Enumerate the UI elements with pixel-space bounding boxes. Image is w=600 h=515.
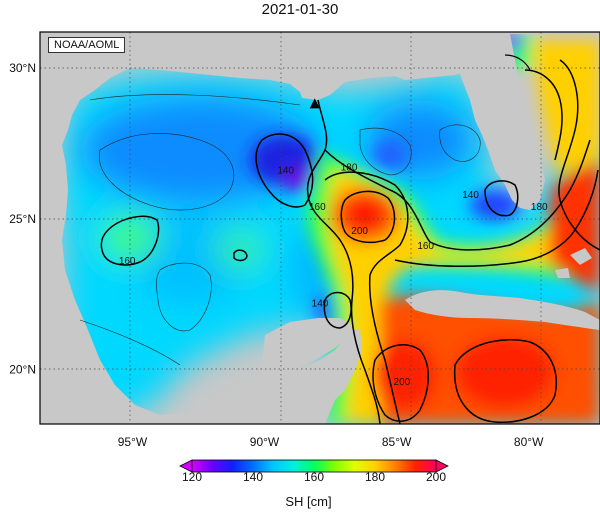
contour-label: 200 (351, 226, 368, 237)
contour-label: 160 (417, 241, 434, 252)
contour-200-carib-e (453, 339, 557, 424)
contour-140-fl (484, 180, 519, 217)
ocean-field (59, 32, 600, 424)
lon-tick-label: 85°W (382, 435, 412, 449)
contour-200-carib-w (372, 344, 429, 422)
land-island (515, 155, 530, 168)
map-area: 160 140 160 180 200 160 140 180 140 200 (40, 32, 600, 424)
contour-label: 160 (119, 256, 136, 267)
colorbar-tick-label: 200 (425, 470, 447, 484)
lat-tick-label: 25°N (9, 212, 36, 226)
land-mexico-west (40, 145, 255, 424)
colorbar-tick-label: 180 (364, 470, 386, 484)
contour-label: 180 (531, 202, 548, 213)
lon-tick-label: 90°W (250, 435, 280, 449)
lon-tick-label: 95°W (118, 435, 148, 449)
contour-140-loop (394, 169, 599, 267)
contour-160-west-eddy (100, 215, 160, 266)
land-yucatan-peninsula (260, 318, 352, 388)
lon-tick-label: 80°W (514, 435, 544, 449)
contour-180-atlantic (558, 59, 600, 251)
lat-tick-label: 20°N (9, 363, 36, 377)
contour-label: 140 (462, 190, 479, 201)
axis-ticks: 30°N 25°N 20°N 95°W 90°W 85°W 80°W (9, 61, 544, 449)
lat-tick-label: 30°N (9, 61, 36, 75)
credit-label: NOAA/AOML (48, 37, 126, 53)
contour-label: 160 (309, 202, 326, 213)
contour-160-small (233, 249, 248, 262)
contour-180 (324, 171, 409, 424)
colorbar-tick-label: 120 (181, 470, 203, 484)
contour-label: 140 (312, 298, 329, 309)
land-cuba (405, 290, 600, 330)
map-title: 2021-01-30 (261, 1, 339, 18)
colorbar-tick-label: 140 (242, 470, 264, 484)
colorbar (179, 459, 449, 473)
colorbar-title: SH [cm] (285, 494, 332, 509)
colorbar-tick-label: 160 (303, 470, 325, 484)
contour-lines (79, 54, 600, 424)
contour-160-band (324, 139, 591, 251)
contour-labels: 160 140 160 180 200 160 140 180 140 200 (119, 163, 548, 388)
contour-label: 180 (341, 163, 358, 174)
map-frame (39, 31, 600, 425)
land-masses (40, 32, 600, 424)
contour-140-yucatan (323, 291, 352, 329)
contour-140-west-low (255, 133, 314, 208)
contour-160-atlantic (524, 69, 563, 161)
colorbar-right-arrow (435, 459, 449, 473)
land-yucatan (250, 330, 362, 424)
contour-label: 140 (277, 166, 294, 177)
contour-label: 200 (394, 377, 411, 388)
contour-200-eddy (340, 190, 396, 244)
contour-140-atlantic (504, 54, 531, 71)
land-bahamas (555, 248, 592, 278)
triangle-marker (309, 98, 320, 109)
